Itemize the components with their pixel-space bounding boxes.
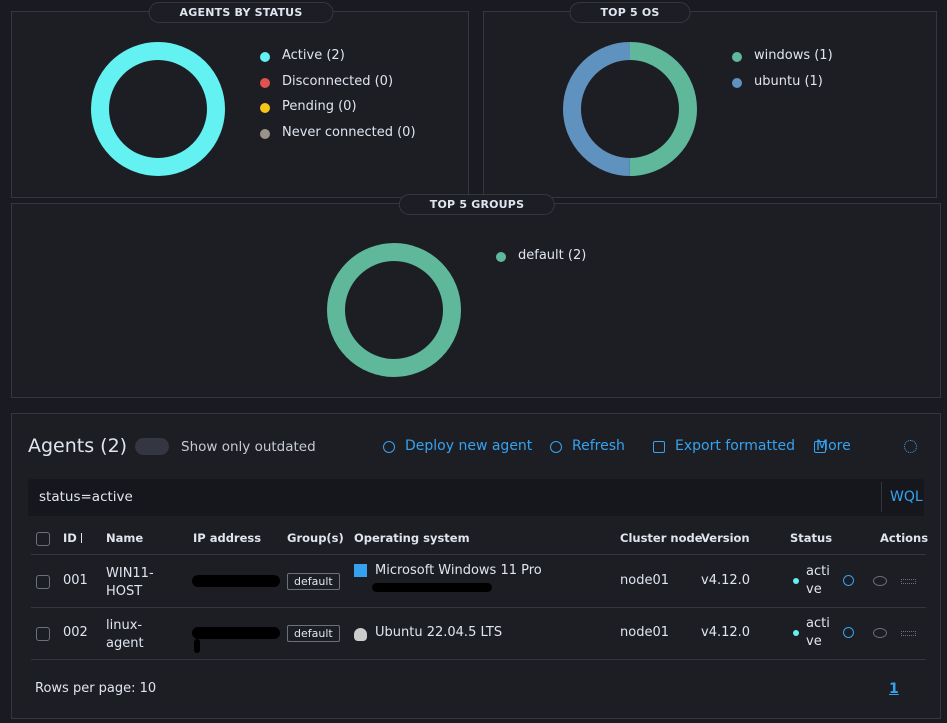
search-text: status=active: [39, 489, 133, 505]
action-icon: [383, 441, 395, 453]
column-header: IP address: [193, 531, 262, 545]
group-badge: default: [287, 573, 340, 590]
info-icon[interactable]: [843, 575, 854, 586]
os-icon: [354, 564, 367, 577]
action-link[interactable]: More: [816, 438, 851, 454]
redacted-ip: [194, 639, 200, 653]
redacted-ip: [192, 627, 280, 639]
os-name: Microsoft Windows 11 Pro: [375, 563, 542, 578]
donut-segment: [563, 42, 697, 176]
table-title: Agents (2): [28, 435, 128, 457]
status-dot: [793, 630, 799, 636]
legend-label: Disconnected (0): [282, 73, 394, 89]
agent-name: WIN11-HOST: [106, 566, 154, 599]
sort-arrow: [81, 533, 82, 543]
checkbox[interactable]: [36, 575, 50, 589]
panel-title: TOP 5 GROUPS: [398, 194, 556, 215]
column-header: Name: [106, 531, 144, 545]
agent-name: linux-agent: [106, 618, 144, 651]
view-icon[interactable]: [873, 576, 887, 586]
settings-icon[interactable]: [904, 440, 917, 453]
legend-dot: [732, 52, 742, 62]
action-link[interactable]: Export formatted: [675, 438, 795, 454]
legend-label: windows (1): [754, 48, 833, 63]
legend-dot: [260, 52, 270, 62]
panel-title: TOP 5 OS: [569, 2, 691, 23]
legend-label: default (2): [518, 248, 587, 263]
search-divider: [881, 482, 882, 512]
panel-title: AGENTS BY STATUS: [148, 2, 334, 23]
view-icon[interactable]: [873, 628, 887, 638]
legend-label: Active (2): [282, 48, 345, 63]
toggle-label: Show only outdated: [181, 439, 316, 455]
info-icon[interactable]: [843, 627, 854, 638]
version: v4.12.0: [701, 573, 751, 588]
legend-dot: [260, 77, 270, 88]
action-link[interactable]: Deploy new agent: [405, 438, 533, 454]
toggle[interactable]: [135, 438, 169, 455]
os-icon: [354, 628, 367, 641]
redacted-os: [372, 583, 492, 592]
search-box[interactable]: [28, 479, 924, 516]
redacted-ip: [192, 575, 280, 587]
action-icon: [814, 441, 826, 453]
legend-label: Never connected (0): [282, 125, 416, 141]
os-panel: TOP 5 OS windows (1) ubuntu (1): [483, 2, 937, 198]
status-dot: [793, 578, 799, 584]
donut-chart: [327, 243, 461, 377]
legend-dot: [732, 77, 742, 88]
agent-id: 001: [63, 573, 88, 588]
agent-id: 002: [63, 625, 88, 640]
column-header: Operating system: [354, 531, 470, 545]
action-icon: [653, 441, 665, 453]
groups-panel: TOP 5 GROUPS default (2): [11, 194, 941, 398]
column-header: Status: [790, 531, 833, 545]
legend-label: ubuntu (1): [754, 73, 823, 89]
page-number[interactable]: 1: [889, 681, 899, 697]
checkbox[interactable]: [36, 532, 50, 546]
donut-segment: [327, 243, 461, 377]
status: active: [806, 564, 830, 597]
legend-dot: [496, 252, 506, 262]
rows-per-page[interactable]: Rows per page: 10: [35, 681, 157, 696]
row-divider: [31, 607, 926, 608]
status-panel: AGENTS BY STATUS Active (2) Disconnected (…: [11, 2, 469, 198]
row-divider: [31, 659, 926, 660]
more-icon[interactable]: [901, 631, 916, 636]
column-header: ID: [63, 531, 77, 545]
wql-link: WQL: [890, 489, 923, 505]
column-header: Version: [701, 531, 750, 545]
column-header: Actions: [880, 531, 929, 545]
donut-chart: [91, 42, 225, 176]
version: v4.12.0: [701, 625, 751, 640]
legend-dot: [260, 103, 270, 114]
agents-panel: Agents (2) Show only outdated Deploy new a…: [11, 413, 941, 719]
row-divider: [31, 554, 926, 555]
group-badge: default: [287, 625, 340, 642]
status: active: [806, 616, 830, 649]
cluster-node: node01: [620, 573, 669, 588]
column-header: Group(s): [287, 531, 344, 545]
donut-chart: [563, 42, 697, 176]
action-link[interactable]: Refresh: [572, 438, 625, 454]
legend-dot: [260, 129, 270, 140]
donut-segment: [91, 42, 225, 176]
cluster-node: node01: [620, 625, 669, 640]
action-icon: [550, 441, 562, 453]
legend-label: Pending (0): [282, 99, 357, 115]
column-header: Cluster node: [620, 531, 703, 545]
checkbox[interactable]: [36, 627, 50, 641]
os-name: Ubuntu 22.04.5 LTS: [375, 625, 503, 640]
more-icon[interactable]: [901, 579, 916, 584]
